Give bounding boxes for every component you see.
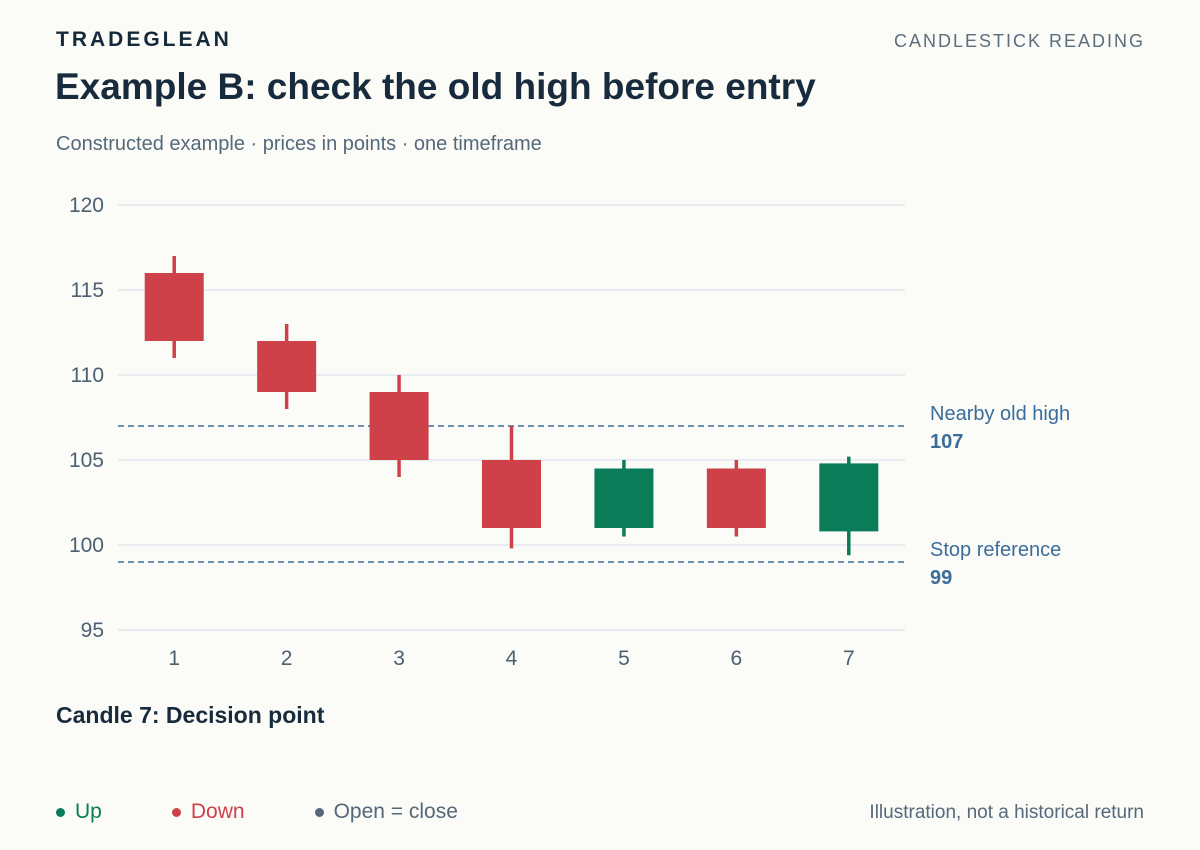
x-tick-label-2: 2 [281, 647, 293, 670]
candle-1-body [144, 273, 204, 341]
reference-label-99: Stop reference [930, 539, 1061, 561]
candle-6-body [706, 468, 766, 528]
x-tick-label-4: 4 [506, 647, 518, 670]
legend-item-up: Up [56, 800, 102, 824]
legend-label-doji: Open = close [333, 800, 458, 823]
x-tick-label-6: 6 [731, 647, 743, 670]
footnote: Illustration, not a historical return [869, 802, 1144, 823]
legend-label-down: Down [190, 800, 245, 823]
y-tick-label-105: 105 [69, 449, 104, 472]
x-tick-label-5: 5 [618, 647, 630, 670]
x-tick-label-7: 7 [843, 647, 855, 670]
legend-dot-up [56, 807, 65, 817]
candlestick-chart: 95 100 105 110 115 120 1 2 3 4 5 6 7 Nearby old high 1… [69, 194, 1070, 670]
legend-item-doji: Open = close [314, 800, 458, 824]
y-tick-label-120: 120 [69, 194, 104, 217]
legend-dot-down [171, 807, 181, 817]
legend-label-up: Up [75, 800, 102, 823]
decision-annotation: Candle 7: Decision point [56, 702, 325, 728]
candle-5-body [594, 468, 654, 528]
section-label: CANDLESTICK READING [893, 31, 1145, 51]
x-tick-label-1: 1 [168, 647, 180, 670]
reference-value-107: 107 [930, 431, 963, 453]
y-tick-label-110: 110 [71, 364, 104, 387]
chart-subtitle: Constructed example · prices in points ·… [56, 133, 542, 155]
brand-wordmark: TRADEGLEAN [56, 28, 232, 51]
chart-title: Example B: check the old high before ent… [55, 66, 816, 107]
y-tick-label-115: 115 [71, 279, 104, 302]
y-tick-label-95: 95 [81, 619, 104, 642]
chart-legend: Up Down Open = close [56, 800, 528, 824]
candle-3-body [369, 392, 429, 460]
legend-item-down: Down [171, 800, 245, 824]
candle-2-body [257, 341, 317, 392]
x-tick-label-3: 3 [393, 647, 405, 670]
y-tick-label-100: 100 [69, 534, 104, 557]
candle-7-body [819, 463, 879, 532]
reference-label-107: Nearby old high [930, 403, 1070, 425]
reference-value-99: 99 [930, 567, 952, 589]
legend-dot-doji [314, 807, 324, 817]
candle-4-body [482, 460, 541, 528]
